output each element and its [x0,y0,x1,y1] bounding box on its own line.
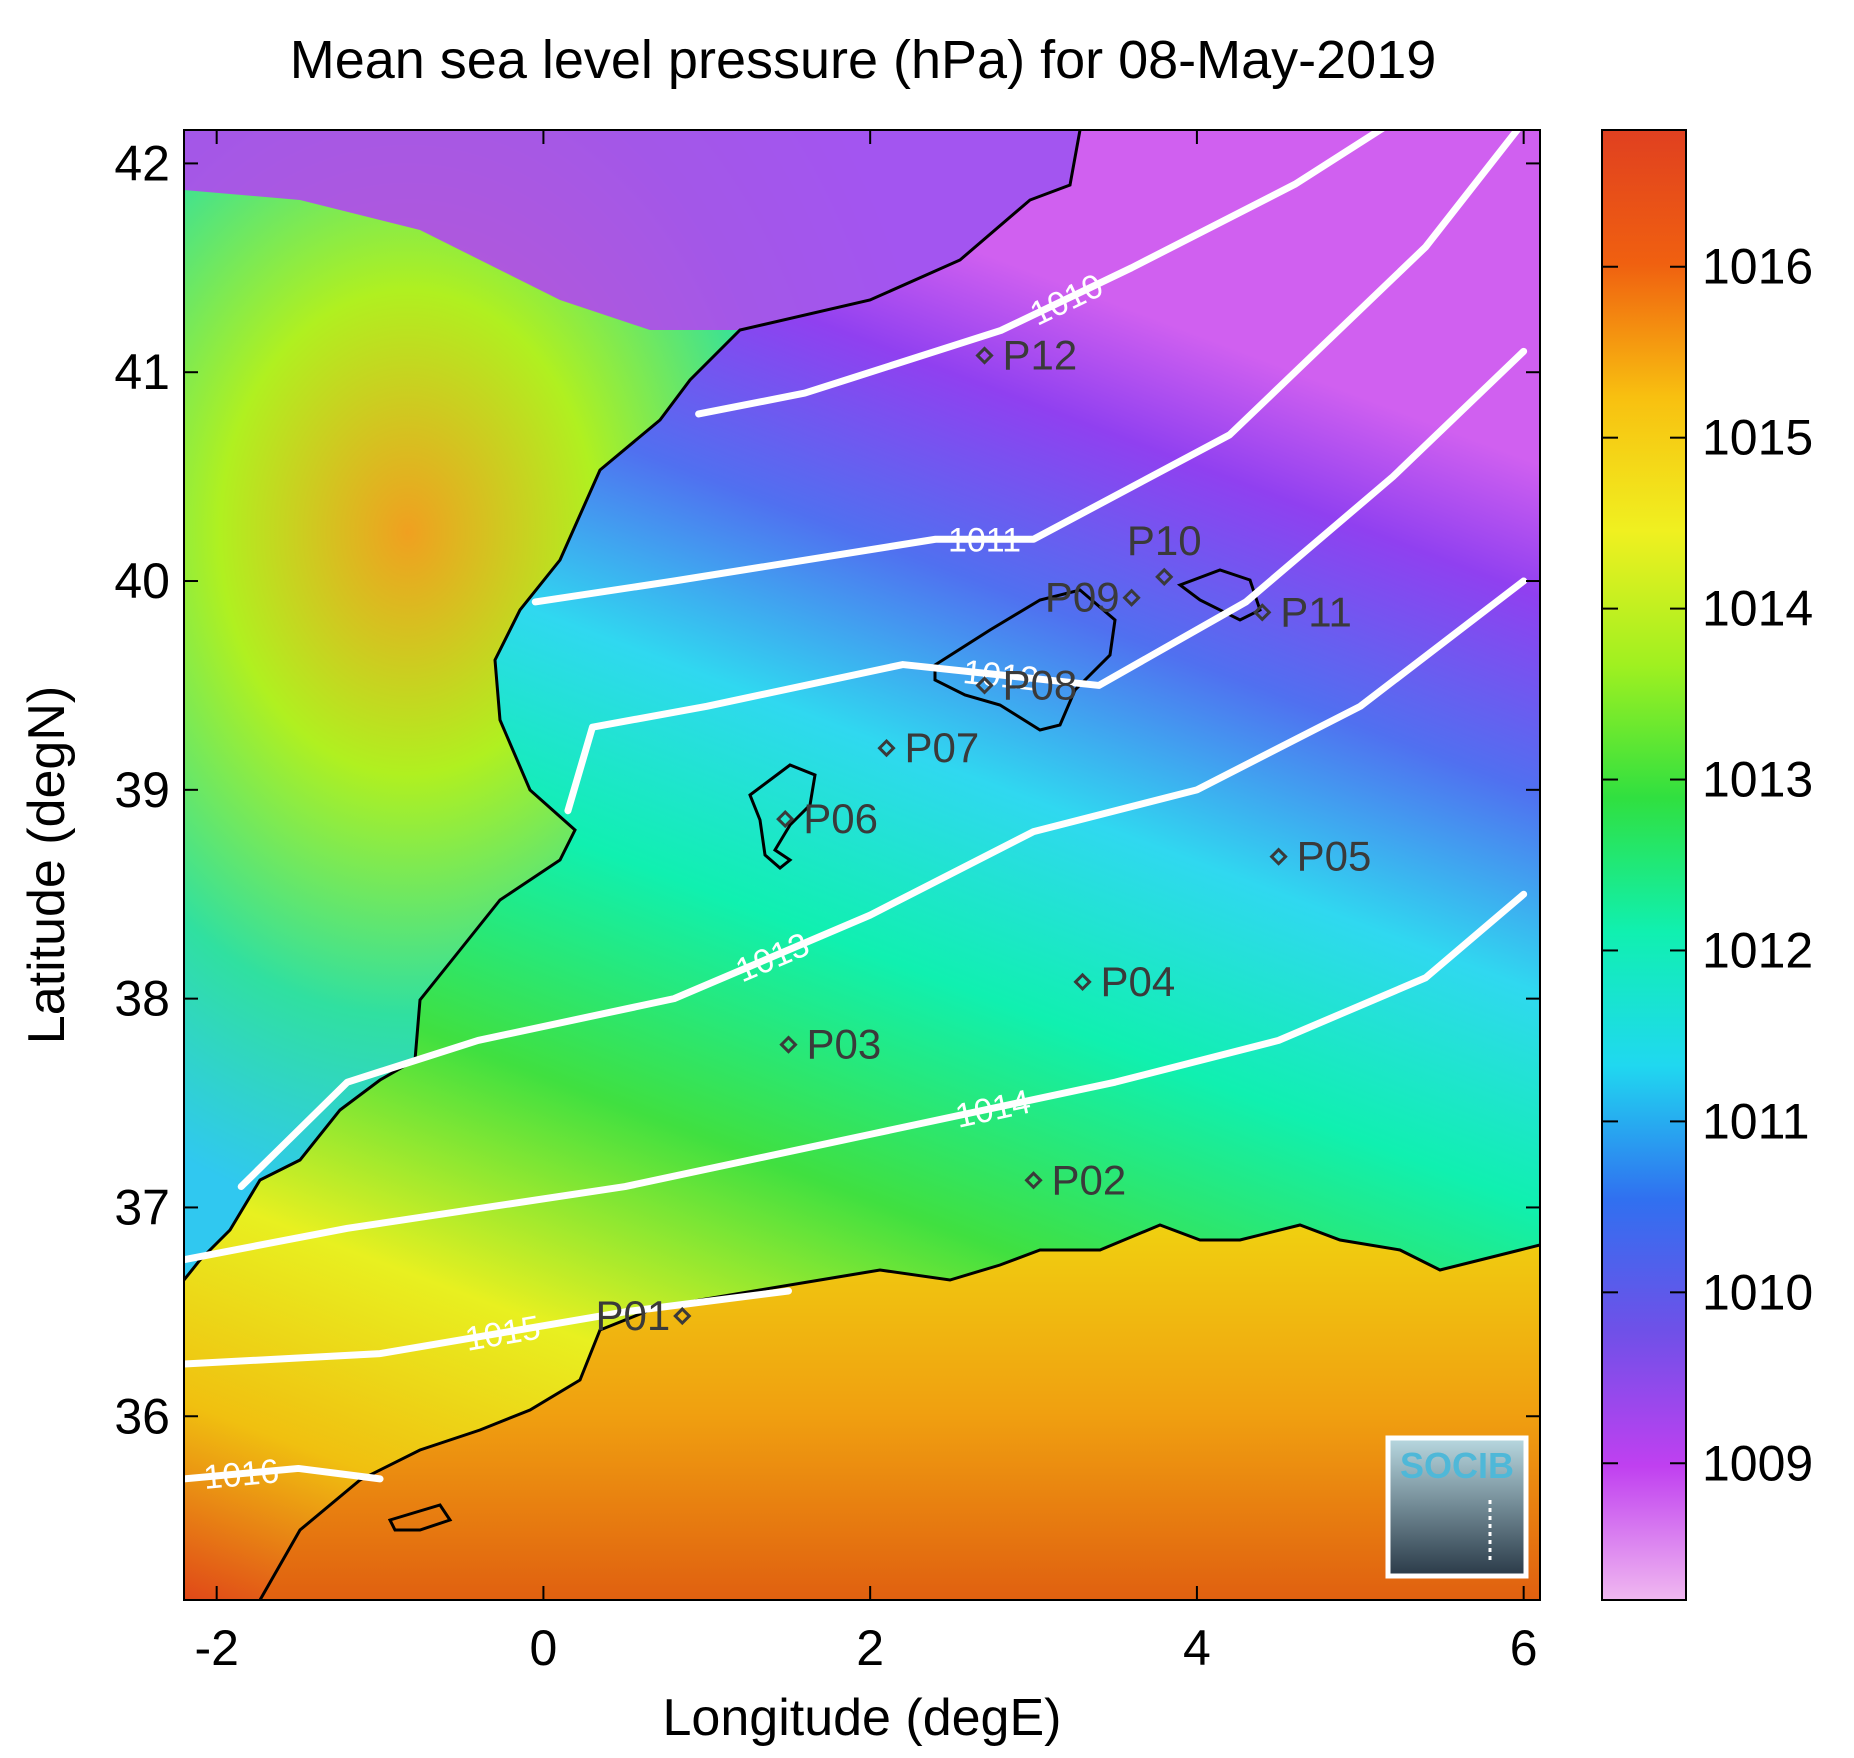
isobar-label: 1016 [202,1452,281,1497]
x-axis: -2 0 2 4 6 [194,130,1538,1676]
station-label: P01 [596,1292,671,1339]
colorbar-tick-label: 1012 [1702,922,1813,978]
isobar-line [237,577,1528,1191]
isobar-line [695,130,1387,418]
iberia-coastline [184,130,1082,1281]
x-tick-label: 4 [1183,1620,1211,1676]
isobar-label: 1011 [948,521,1021,559]
y-tick-label: 37 [114,1179,170,1235]
colorbar: 1009 1010 1011 1012 1013 1014 1015 1016 [1601,129,1813,1601]
x-tick-label: -2 [194,1620,238,1676]
isobar-line [184,1287,792,1368]
station-marker [975,346,994,365]
colorbar-ticks: 1009 1010 1011 1012 1013 1014 1015 1016 [1602,239,1813,1491]
station-marker [975,676,994,695]
socib-logo-text: SOCIB [1400,1445,1514,1486]
colorbar-tick-label: 1011 [1702,1093,1810,1149]
station-label: P07 [905,724,980,771]
iberia-land [184,130,1080,1280]
alboran-island-coastline [387,1503,453,1532]
station-marker [779,1035,798,1054]
station-label: P02 [1052,1156,1127,1203]
x-axis-label: Longitude (degE) [663,1689,1062,1747]
station-label: P12 [1003,332,1078,379]
colorbar-tick-label: 1014 [1702,581,1813,637]
station-label: P05 [1297,833,1372,880]
station-marker [1269,847,1288,866]
y-axis-label: Latitude (degN) [18,686,76,1044]
isobar-line [531,130,1522,606]
socib-logo: SOCIB [1385,1435,1529,1579]
mallorca-coastline [933,588,1117,732]
y-axis: 36 37 38 39 40 41 42 [114,135,1540,1444]
y-tick-label: 36 [114,1388,170,1444]
plot-frame [183,129,1541,1601]
station-label: P09 [1045,574,1120,621]
y-tick-label: 39 [114,762,170,818]
chart-title: Mean sea level pressure (hPa) for 08-May… [290,30,1437,90]
station-marker [1253,603,1272,622]
isobar-line [564,347,1528,815]
station-label: P04 [1101,958,1176,1005]
isobar-line [184,1464,384,1483]
colorbar-tick-label: 1009 [1702,1435,1813,1491]
y-tick-label: 38 [114,971,170,1027]
station-label: P03 [806,1021,881,1068]
isobar-line [184,890,1528,1264]
station-marker [1024,1171,1043,1190]
colorbar-tick-label: 1013 [1702,752,1813,808]
station-marker [776,809,795,829]
station-marker [1122,588,1141,607]
station-label: P10 [1127,517,1202,564]
x-tick-label: 2 [856,1620,884,1676]
coastlines [184,130,1540,1600]
colorbar-tick-label: 1016 [1702,239,1813,295]
isobar-label: 1012 [961,653,1040,699]
x-tick-label: 6 [1510,1620,1538,1676]
station-label: P06 [803,795,878,842]
y-tick-label: 42 [114,135,170,191]
menorca-coastline [1176,568,1262,622]
ibiza-coastline [748,763,817,870]
station-marker [1155,567,1174,586]
colorbar-tick-label: 1010 [1702,1264,1813,1320]
africa-coastline [258,1223,1540,1600]
y-tick-label: 41 [114,344,170,400]
station-label: P08 [1003,661,1078,708]
colorbar-tick-label: 1015 [1702,410,1813,466]
colorbar-gradient [1601,129,1687,1601]
northern-land-violet [184,130,1080,330]
north-africa-land [260,1225,1540,1600]
x-tick-label: 0 [530,1620,558,1676]
y-tick-label: 40 [114,553,170,609]
station-marker [877,738,896,758]
station-marker [673,1306,692,1326]
station-marker [1073,972,1092,992]
station-label: P11 [1280,588,1352,635]
